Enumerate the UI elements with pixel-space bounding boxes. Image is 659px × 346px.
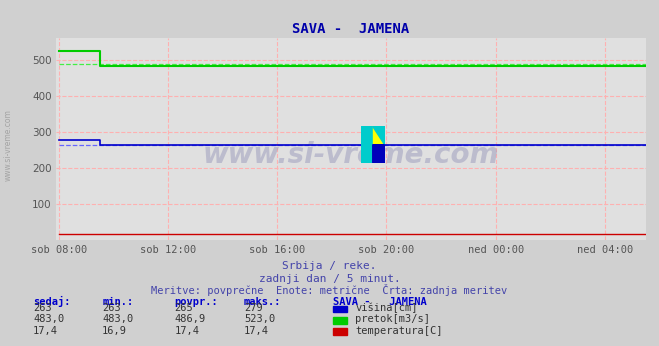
Polygon shape bbox=[373, 127, 385, 145]
Text: www.si-vreme.com: www.si-vreme.com bbox=[203, 142, 499, 170]
Text: povpr.:: povpr.: bbox=[175, 297, 218, 307]
Text: 17,4: 17,4 bbox=[175, 326, 200, 336]
Text: 483,0: 483,0 bbox=[102, 315, 133, 325]
Text: 17,4: 17,4 bbox=[33, 326, 58, 336]
Bar bbox=[373, 145, 385, 163]
Title: SAVA -  JAMENA: SAVA - JAMENA bbox=[293, 21, 409, 36]
Text: Meritve: povprečne  Enote: metrične  Črta: zadnja meritev: Meritve: povprečne Enote: metrične Črta:… bbox=[152, 284, 507, 296]
Text: višina[cm]: višina[cm] bbox=[355, 303, 418, 313]
Text: 17,4: 17,4 bbox=[244, 326, 269, 336]
Text: Srbija / reke.: Srbija / reke. bbox=[282, 261, 377, 271]
Text: SAVA -   JAMENA: SAVA - JAMENA bbox=[333, 297, 426, 307]
Text: 16,9: 16,9 bbox=[102, 326, 127, 336]
Text: zadnji dan / 5 minut.: zadnji dan / 5 minut. bbox=[258, 274, 401, 284]
Text: pretok[m3/s]: pretok[m3/s] bbox=[355, 315, 430, 325]
Text: 263: 263 bbox=[102, 303, 121, 313]
Text: 486,9: 486,9 bbox=[175, 315, 206, 325]
Text: temperatura[C]: temperatura[C] bbox=[355, 326, 443, 336]
Text: maks.:: maks.: bbox=[244, 297, 281, 307]
Bar bbox=[373, 127, 385, 145]
Text: 265: 265 bbox=[175, 303, 193, 313]
Text: www.si-vreme.com: www.si-vreme.com bbox=[3, 109, 13, 181]
Text: 279: 279 bbox=[244, 303, 262, 313]
Text: 483,0: 483,0 bbox=[33, 315, 64, 325]
Polygon shape bbox=[373, 145, 385, 163]
Text: min.:: min.: bbox=[102, 297, 133, 307]
Text: 523,0: 523,0 bbox=[244, 315, 275, 325]
Bar bbox=[361, 127, 373, 163]
Text: sedaj:: sedaj: bbox=[33, 296, 71, 307]
Text: 263: 263 bbox=[33, 303, 51, 313]
